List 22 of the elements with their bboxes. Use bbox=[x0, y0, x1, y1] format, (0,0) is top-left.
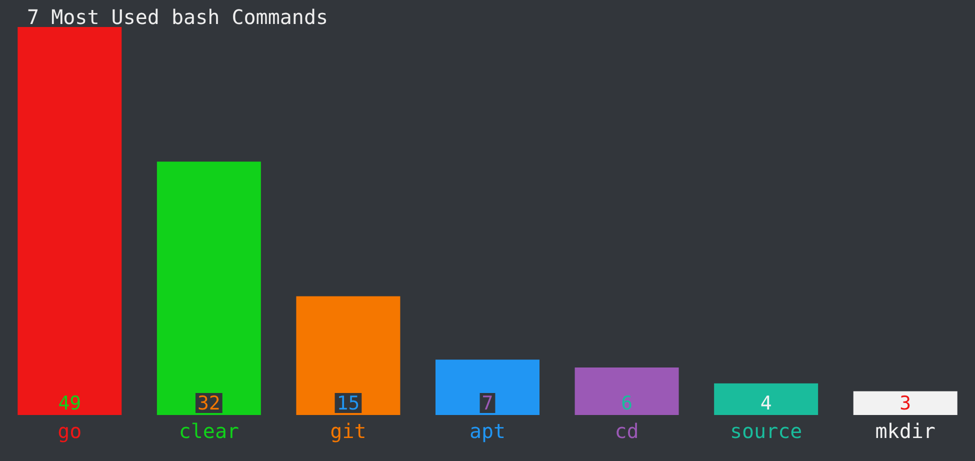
x-tick-label: go bbox=[58, 419, 82, 443]
data-label: 15 bbox=[336, 392, 360, 414]
data-label: 6 bbox=[621, 392, 633, 414]
data-label: 32 bbox=[197, 392, 220, 414]
data-label: 3 bbox=[900, 392, 912, 414]
x-tick-label: apt bbox=[469, 419, 506, 443]
data-label: 4 bbox=[760, 392, 772, 414]
x-tick-label: mkdir bbox=[875, 419, 936, 443]
bar bbox=[296, 296, 400, 415]
data-label: 49 bbox=[58, 392, 82, 414]
bar bbox=[574, 367, 679, 415]
bar bbox=[436, 360, 540, 415]
bar bbox=[714, 383, 818, 415]
bar bbox=[18, 27, 122, 415]
x-tick-label: clear bbox=[178, 419, 240, 443]
chart-title: 7 Most Used bash Commands bbox=[27, 5, 328, 29]
x-tick-label: cd bbox=[614, 419, 639, 443]
data-label: 7 bbox=[482, 392, 494, 414]
bar bbox=[853, 391, 958, 415]
bar bbox=[156, 162, 261, 415]
x-tick-label: source bbox=[730, 419, 802, 443]
x-tick-label: git bbox=[330, 419, 366, 443]
